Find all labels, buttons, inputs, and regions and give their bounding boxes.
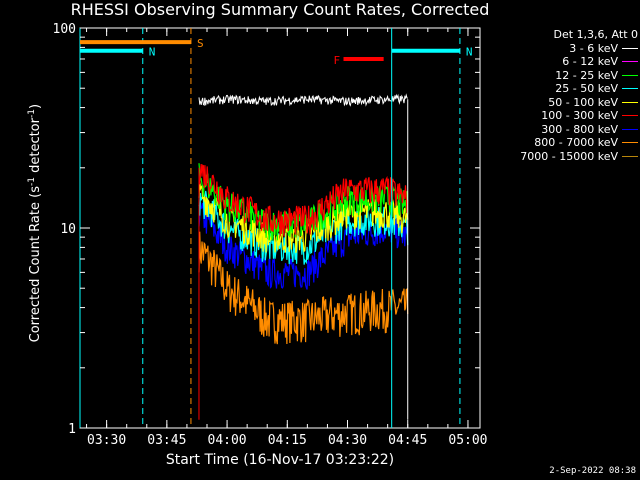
legend-item: 25 - 50 keV [478,82,638,96]
y-axis-label: Corrected Count Rate (s-1 detector-1) [26,103,44,343]
legend-swatch [622,61,638,63]
series-line [198,202,409,290]
legend-swatch [622,115,638,117]
legend-item-label: 50 - 100 keV [548,95,618,109]
x-tick-label: 05:00 [448,433,487,448]
legend-item-label: 800 - 7000 keV [534,136,618,150]
legend-item: 300 - 800 keV [478,123,638,137]
legend-swatch [622,88,638,90]
legend-item: 12 - 25 keV [478,69,638,83]
legend-item-label: 25 - 50 keV [555,82,618,96]
y-tick-label: 10 [60,222,76,237]
x-tick-label: 03:30 [87,433,126,448]
series-line [198,93,408,107]
y-tick-label: 100 [53,22,76,37]
y-tick-label: 1 [68,422,76,437]
legend-swatch [622,101,638,103]
legend-item-label: 12 - 25 keV [555,68,618,82]
legend-item: 50 - 100 keV [478,96,638,110]
legend-swatch [622,155,638,157]
legend-item: 3 - 6 keV [478,42,638,56]
series-line [198,163,409,237]
legend-swatch [622,128,638,130]
datestamp: 2-Sep-2022 08:38 [549,466,636,476]
legend-item-label: 100 - 300 keV [541,109,618,123]
legend: Det 1,3,6, Att 0 3 - 6 keV 6 - 12 keV 12 -… [478,28,638,163]
legend-item: 6 - 12 keV [478,55,638,69]
legend-swatch [622,47,638,49]
flag-label: N [466,46,473,59]
legend-swatch [622,74,638,76]
series-line [198,231,409,345]
legend-item-label: 7000 - 15000 keV [520,149,618,163]
x-tick-label: 04:30 [328,433,367,448]
legend-item: 800 - 7000 keV [478,136,638,150]
x-tick-label: 04:15 [268,433,307,448]
x-tick-label: 04:45 [388,433,427,448]
legend-item-label: 6 - 12 keV [562,55,618,69]
flag-label: F [333,54,340,67]
x-axis-label: Start Time (16-Nov-17 03:23:22) [165,452,395,468]
legend-item: 7000 - 15000 keV [478,150,638,164]
flag-label: S [197,37,204,50]
x-tick-label: 03:45 [147,433,186,448]
legend-item-label: 300 - 800 keV [541,122,618,136]
legend-item-label: 3 - 6 keV [569,41,618,55]
chart-title: RHESSI Observing Summary Count Rates, Co… [70,0,490,19]
legend-item: 100 - 300 keV [478,109,638,123]
legend-swatch [622,142,638,144]
legend-header: Det 1,3,6, Att 0 [553,28,638,42]
x-tick-label: 04:00 [208,433,247,448]
flag-label: N [149,46,156,59]
